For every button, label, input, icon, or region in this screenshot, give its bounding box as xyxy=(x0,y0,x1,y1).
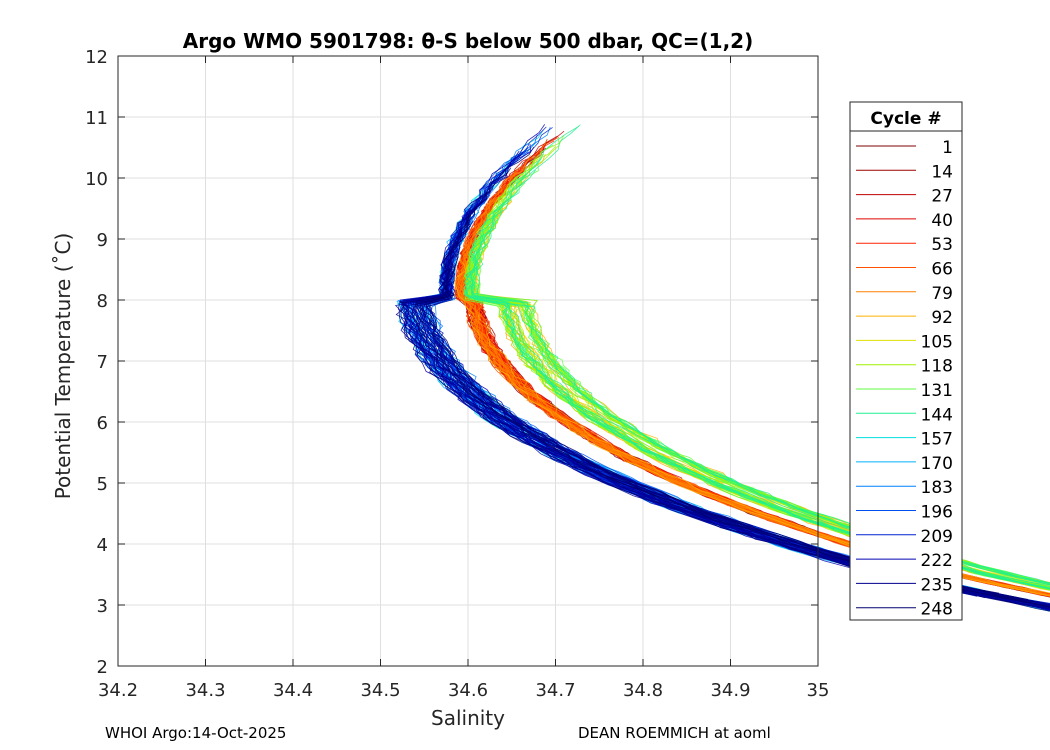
legend-label: 235 xyxy=(921,575,953,595)
profile-line xyxy=(457,183,1050,596)
legend-label: 1 xyxy=(942,138,953,158)
profile-line xyxy=(414,292,1050,608)
profile-line xyxy=(395,268,1050,612)
y-tick-label: 2 xyxy=(97,657,108,678)
legend-label: 53 xyxy=(931,235,953,255)
legend-label: 209 xyxy=(921,527,953,547)
x-axis-label: Salinity xyxy=(431,706,505,730)
legend-label: 196 xyxy=(921,503,953,523)
chart-title: Argo WMO 5901798: θ-S below 500 dbar, QC… xyxy=(183,29,753,53)
x-tick-label: 34.3 xyxy=(185,680,225,701)
y-tick-label: 8 xyxy=(97,291,108,312)
x-tick-label: 35 xyxy=(807,680,830,701)
x-tick-label: 34.5 xyxy=(360,680,400,701)
y-tick-label: 4 xyxy=(97,535,108,556)
legend-label: 248 xyxy=(921,600,953,620)
legend-label: 105 xyxy=(921,332,953,352)
profile-line xyxy=(466,236,1050,587)
legend-label: 14 xyxy=(931,162,953,182)
profile-line xyxy=(422,167,1035,603)
legend-entries: 1 14 27 40 53 66 79 92 105 118 131 144 157 170 183 196 2… xyxy=(856,138,953,620)
legend-label: 118 xyxy=(921,357,953,377)
x-tick-label: 34.7 xyxy=(535,680,575,701)
x-tick-label: 34.6 xyxy=(448,680,488,701)
x-tick-label: 34.2 xyxy=(98,680,138,701)
y-tick-label: 11 xyxy=(85,108,108,129)
profile-line xyxy=(428,218,1029,600)
profile-line xyxy=(424,146,1000,594)
legend-label: 40 xyxy=(931,211,953,231)
y-axis-ticks: 2 3 4 5 6 7 8 9 10 11 12 xyxy=(85,47,818,678)
y-tick-label: 5 xyxy=(97,474,108,495)
y-tick-label: 12 xyxy=(85,47,108,68)
x-tick-label: 34.4 xyxy=(273,680,313,701)
y-axis-label: Potential Temperature (˚C) xyxy=(51,233,75,500)
legend-label: 79 xyxy=(931,284,953,304)
profile-line xyxy=(464,249,1050,589)
x-axis-ticks: 34.2 34.3 34.4 34.5 34.6 34.7 34.8 34.9 35 xyxy=(98,56,829,701)
legend-label: 131 xyxy=(921,381,953,401)
legend-label: 157 xyxy=(921,430,953,450)
legend-label: 144 xyxy=(921,405,953,425)
y-tick-label: 10 xyxy=(85,169,108,190)
x-tick-label: 34.8 xyxy=(623,680,663,701)
legend-label: 27 xyxy=(931,187,953,207)
legend: Cycle # 1 14 27 40 53 66 79 92 105 118 131 144 157 17… xyxy=(849,101,963,621)
footer-author: DEAN ROEMMICH at aoml xyxy=(578,724,771,742)
profile-line xyxy=(403,271,1050,609)
profile-line xyxy=(412,215,1050,608)
y-tick-label: 9 xyxy=(97,230,108,251)
legend-title: Cycle # xyxy=(870,109,941,129)
footer-source: WHOI Argo:14-Oct-2025 xyxy=(105,724,287,742)
legend-label: 222 xyxy=(921,551,953,571)
legend-label: 183 xyxy=(921,478,953,498)
legend-label: 66 xyxy=(931,260,953,280)
legend-box xyxy=(849,101,963,621)
x-tick-label: 34.9 xyxy=(710,680,750,701)
y-tick-label: 3 xyxy=(97,596,108,617)
y-tick-label: 6 xyxy=(97,413,108,434)
legend-label: 170 xyxy=(921,454,953,474)
legend-label: 92 xyxy=(931,308,953,328)
y-tick-label: 7 xyxy=(97,352,108,373)
